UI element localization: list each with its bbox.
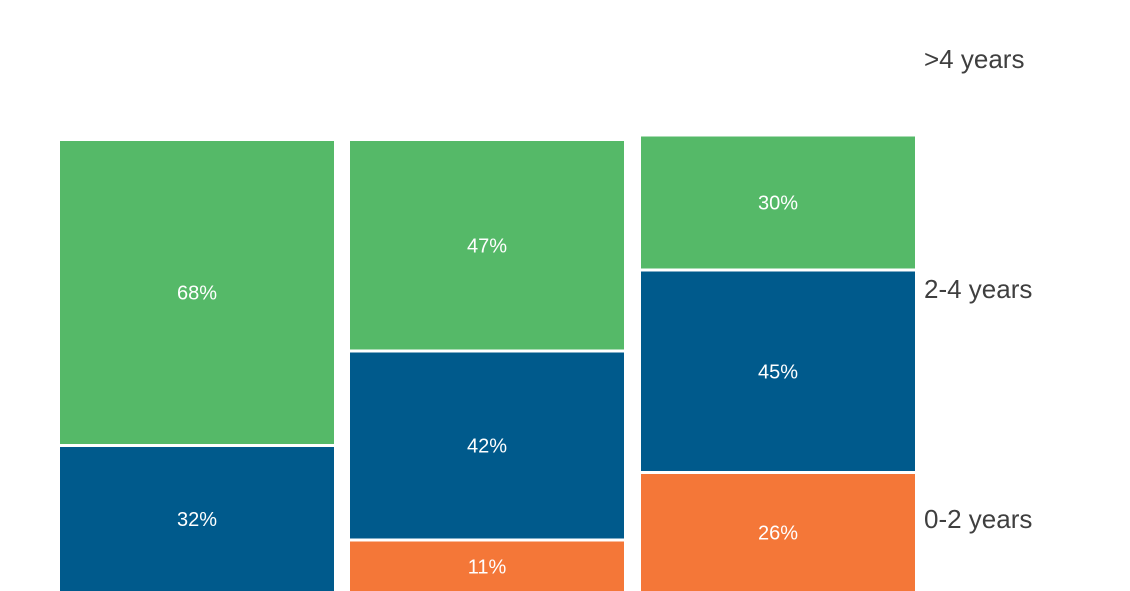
bar-segment-2-2-4-years	[350, 352, 624, 539]
bar-segment-3-0-2-years	[641, 474, 915, 591]
legend-label-2-4-years: 2-4 years	[924, 274, 1032, 304]
bar-segment-1-over-4-years	[60, 141, 334, 444]
segment-labels-group: 32% 68% 11% 42% 47% 26% 45% 30%	[177, 193, 798, 579]
bar-segment-2-over-4-years	[350, 141, 624, 350]
bar-segment-2-0-2-years	[350, 541, 624, 591]
bar-segment-1-2-4-years	[60, 447, 334, 591]
segment-label-2-2-4-years: 42%	[467, 436, 507, 458]
segment-label-3-over-4-years: 30%	[758, 193, 798, 215]
legend: >4 years 2-4 years 0-2 years	[924, 44, 1032, 534]
segment-label-1-2-4-years: 32%	[177, 509, 217, 531]
segment-label-3-0-2-years: 26%	[758, 523, 798, 545]
legend-label-over-4-years: >4 years	[924, 44, 1024, 74]
bar-segment-3-over-4-years	[641, 136, 915, 269]
segment-label-3-2-4-years: 45%	[758, 361, 798, 383]
bar-segment-3-2-4-years	[641, 271, 915, 471]
legend-label-0-2-years: 0-2 years	[924, 504, 1032, 534]
bars-group	[60, 136, 915, 591]
segment-label-1-over-4-years: 68%	[177, 283, 217, 305]
segment-label-2-0-2-years: 11%	[468, 556, 507, 578]
segment-label-2-over-4-years: 47%	[467, 235, 507, 257]
